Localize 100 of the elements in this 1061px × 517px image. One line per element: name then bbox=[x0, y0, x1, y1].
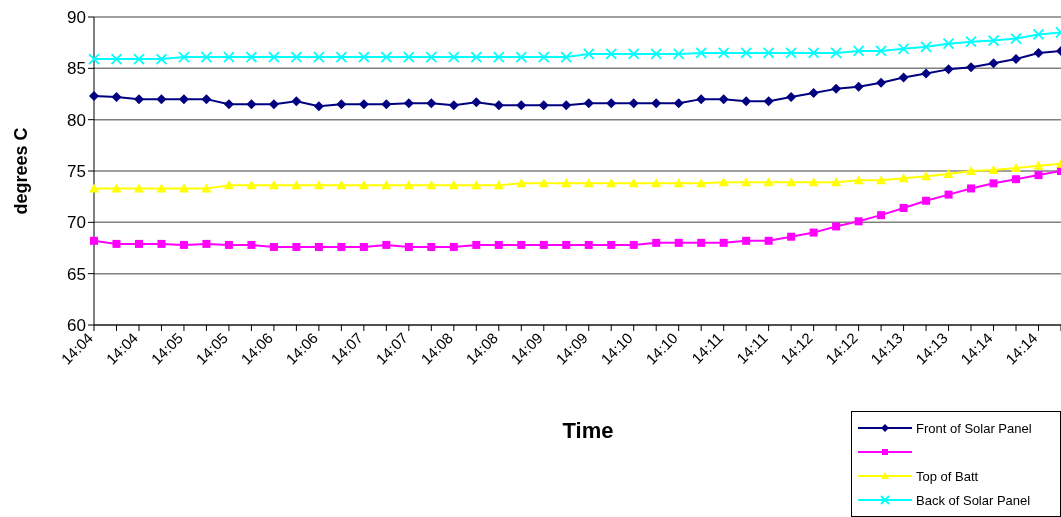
point bbox=[606, 98, 617, 109]
point bbox=[967, 184, 976, 193]
point bbox=[472, 240, 481, 249]
point bbox=[1032, 28, 1045, 41]
point bbox=[741, 177, 752, 187]
point bbox=[672, 48, 685, 60]
point bbox=[245, 51, 258, 63]
point bbox=[133, 183, 144, 193]
point bbox=[697, 238, 706, 247]
point bbox=[382, 240, 391, 249]
point bbox=[652, 238, 661, 247]
point bbox=[674, 238, 683, 247]
point bbox=[470, 51, 483, 63]
point bbox=[831, 83, 842, 94]
point bbox=[876, 77, 887, 88]
point bbox=[809, 228, 818, 237]
point bbox=[337, 242, 346, 251]
y-tick-label: 70 bbox=[67, 213, 86, 233]
point bbox=[807, 47, 820, 59]
point bbox=[471, 97, 482, 108]
point bbox=[357, 51, 370, 63]
point bbox=[651, 178, 662, 188]
point bbox=[247, 240, 256, 249]
point bbox=[920, 40, 932, 53]
point bbox=[696, 178, 707, 188]
point bbox=[516, 178, 527, 188]
point bbox=[696, 94, 707, 105]
point bbox=[719, 238, 728, 247]
point bbox=[178, 94, 189, 105]
point bbox=[517, 240, 526, 249]
point bbox=[336, 180, 347, 190]
point bbox=[808, 177, 819, 187]
point bbox=[291, 180, 302, 190]
point bbox=[628, 98, 639, 109]
point bbox=[471, 180, 482, 190]
point bbox=[313, 180, 324, 190]
point bbox=[111, 183, 122, 193]
point bbox=[853, 81, 864, 92]
point bbox=[876, 175, 887, 185]
point bbox=[403, 98, 414, 109]
point bbox=[607, 240, 616, 249]
point bbox=[448, 180, 459, 190]
point bbox=[291, 96, 302, 107]
point bbox=[899, 203, 908, 212]
point bbox=[493, 100, 504, 111]
point bbox=[562, 240, 571, 249]
point bbox=[785, 47, 798, 59]
point bbox=[202, 239, 211, 248]
point bbox=[538, 178, 549, 188]
point bbox=[1012, 175, 1021, 184]
point bbox=[268, 51, 280, 63]
point bbox=[426, 98, 437, 109]
point bbox=[539, 240, 548, 249]
point bbox=[1033, 47, 1044, 58]
point bbox=[223, 180, 234, 190]
point bbox=[133, 53, 145, 65]
point bbox=[898, 173, 909, 183]
point bbox=[224, 240, 233, 249]
point bbox=[335, 51, 348, 63]
point bbox=[112, 239, 121, 248]
point bbox=[966, 166, 977, 175]
point bbox=[695, 47, 708, 59]
point bbox=[449, 242, 458, 251]
point bbox=[560, 51, 573, 63]
point bbox=[561, 178, 572, 188]
point bbox=[582, 48, 595, 60]
point bbox=[853, 175, 864, 185]
point bbox=[650, 48, 663, 60]
point bbox=[988, 164, 999, 174]
point bbox=[290, 51, 303, 63]
point bbox=[269, 242, 278, 251]
point bbox=[268, 99, 279, 110]
point bbox=[786, 177, 797, 187]
point bbox=[718, 177, 729, 187]
point bbox=[741, 96, 752, 107]
point bbox=[875, 44, 887, 57]
point bbox=[787, 232, 796, 241]
legend-label: Front of Solar Panel bbox=[916, 420, 1032, 436]
point bbox=[944, 190, 953, 199]
point bbox=[404, 242, 413, 251]
point bbox=[201, 94, 212, 105]
point bbox=[358, 180, 369, 190]
point bbox=[134, 239, 143, 248]
point bbox=[628, 178, 639, 188]
point bbox=[268, 180, 279, 190]
y-tick-label: 80 bbox=[67, 110, 86, 130]
point bbox=[877, 211, 886, 220]
point bbox=[88, 53, 100, 65]
point bbox=[380, 51, 393, 63]
point bbox=[989, 179, 998, 188]
point bbox=[246, 99, 257, 110]
point bbox=[336, 99, 347, 110]
point bbox=[921, 171, 932, 181]
point bbox=[742, 236, 751, 245]
point bbox=[898, 72, 909, 83]
point bbox=[1011, 162, 1022, 172]
point bbox=[830, 47, 843, 59]
point bbox=[606, 178, 617, 188]
point bbox=[718, 94, 729, 105]
point bbox=[922, 196, 931, 205]
